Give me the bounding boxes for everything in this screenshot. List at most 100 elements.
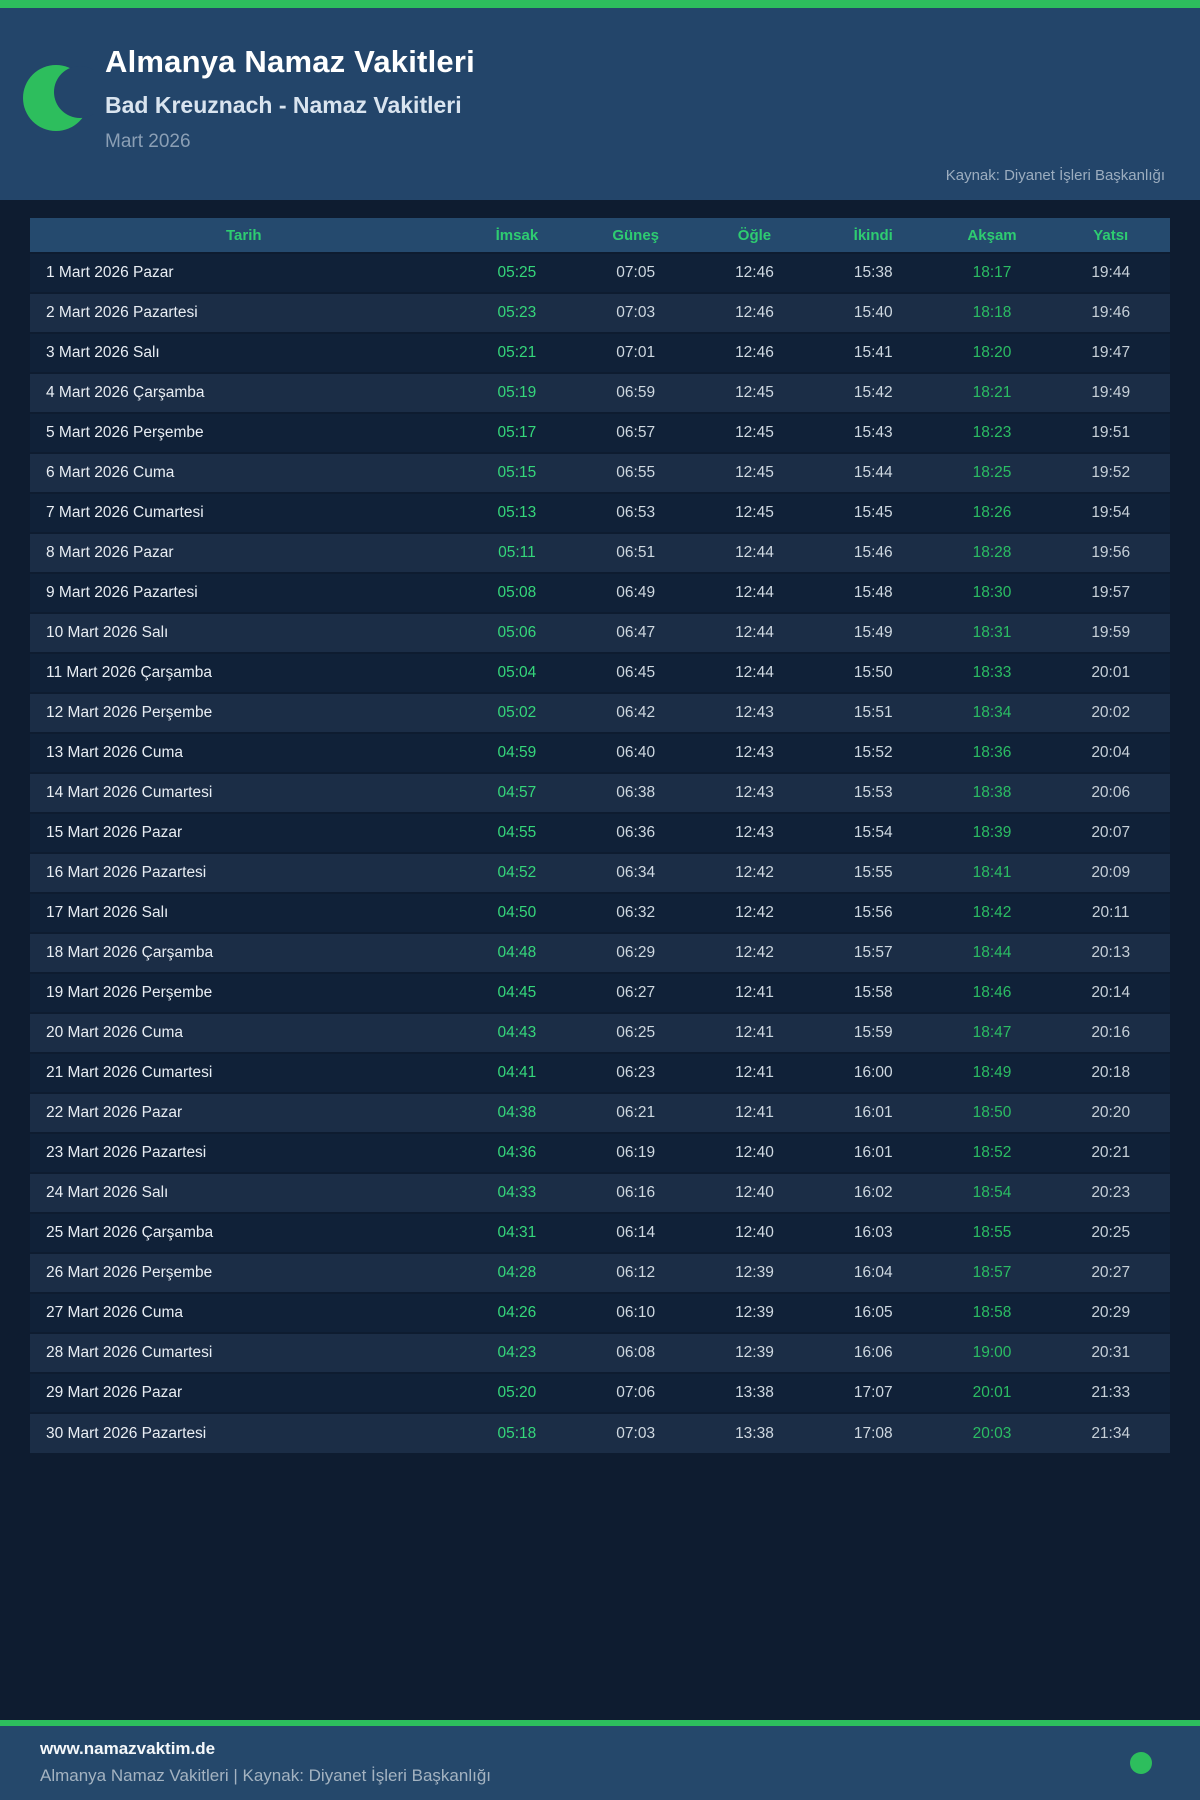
row-gunes-time: 06:16 (616, 1184, 656, 1201)
row-yatsi-time: 19:56 (1091, 544, 1131, 561)
row-date: 21 Mart 2026 Cumartesi (46, 1064, 213, 1081)
row-yatsi-time: 19:47 (1091, 344, 1131, 361)
row-date: 10 Mart 2026 Salı (46, 624, 169, 641)
row-yatsi-time: 20:09 (1091, 864, 1131, 881)
site-url[interactable]: www.namazvaktim.de (40, 1739, 216, 1758)
row-date: 12 Mart 2026 Perşembe (46, 704, 213, 721)
row-gunes-time: 07:03 (616, 304, 656, 321)
column-header-gunes: Güneş (576, 218, 696, 253)
row-date: 23 Mart 2026 Pazartesi (46, 1144, 207, 1161)
header-titles: Almanya Namaz Vakitleri Bad Kreuznach - … (105, 44, 475, 153)
row-ogle-time: 12:43 (735, 824, 774, 841)
table-area: Tarih İmsak Güneş Öğle İkindi Akşam Yats… (0, 200, 1200, 1720)
row-date: 19 Mart 2026 Perşembe (46, 984, 213, 1001)
row-date: 30 Mart 2026 Pazartesi (46, 1424, 207, 1442)
row-aksam-time: 18:49 (972, 1064, 1012, 1081)
row-imsak-time: 04:36 (497, 1144, 537, 1161)
row-ogle-time: 12:46 (735, 344, 774, 361)
row-ogle-time: 12:42 (735, 864, 774, 881)
table-row: 16 Mart 2026 Pazartesi 04:52 06:34 12:42… (30, 853, 1170, 893)
table-row: 8 Mart 2026 Pazar 05:11 06:51 12:44 15:4… (30, 533, 1170, 573)
table-row: 24 Mart 2026 Salı 04:33 06:16 12:40 16:0… (30, 1173, 1170, 1213)
top-accent-bar (0, 0, 1200, 8)
footer-caption: Almanya Namaz Vakitleri | Kaynak: Diyane… (40, 1766, 492, 1785)
row-ogle-time: 12:44 (735, 544, 774, 561)
row-gunes-time: 07:03 (616, 1424, 656, 1442)
row-gunes-time: 06:21 (616, 1104, 656, 1121)
row-yatsi-time: 21:33 (1091, 1384, 1131, 1401)
row-yatsi-time: 20:07 (1091, 824, 1131, 841)
table-row: 7 Mart 2026 Cumartesi 05:13 06:53 12:45 … (30, 493, 1170, 533)
page-footer: www.namazvaktim.de Almanya Namaz Vakitle… (0, 1720, 1200, 1800)
row-ikindi-time: 16:05 (853, 1304, 893, 1321)
row-gunes-time: 06:32 (616, 904, 656, 921)
row-date: 27 Mart 2026 Cuma (46, 1304, 183, 1321)
row-yatsi-time: 20:29 (1091, 1304, 1131, 1321)
row-gunes-time: 06:47 (616, 624, 656, 641)
column-header-yatsi: Yatsı (1051, 218, 1170, 253)
row-aksam-time: 18:21 (972, 384, 1012, 401)
row-ikindi-time: 16:06 (853, 1344, 893, 1361)
row-ikindi-time: 15:53 (853, 784, 893, 801)
row-gunes-time: 07:06 (616, 1384, 656, 1401)
row-ogle-time: 12:42 (735, 904, 774, 921)
row-date: 1 Mart 2026 Pazar (46, 264, 174, 281)
row-ogle-time: 12:45 (735, 424, 774, 441)
row-yatsi-time: 20:06 (1091, 784, 1131, 801)
row-aksam-time: 18:28 (972, 544, 1012, 561)
row-gunes-time: 06:36 (616, 824, 656, 841)
row-aksam-time: 18:44 (972, 944, 1012, 961)
row-date: 15 Mart 2026 Pazar (46, 824, 183, 841)
row-gunes-time: 06:57 (616, 424, 656, 441)
table-row: 25 Mart 2026 Çarşamba 04:31 06:14 12:40 … (30, 1213, 1170, 1253)
row-ikindi-time: 15:49 (853, 624, 893, 641)
row-ogle-time: 12:39 (735, 1344, 774, 1361)
row-aksam-time: 18:17 (972, 264, 1012, 281)
row-gunes-time: 06:29 (616, 944, 656, 961)
row-gunes-time: 06:45 (616, 664, 656, 681)
row-ikindi-time: 15:44 (853, 464, 893, 481)
row-imsak-time: 05:19 (497, 384, 537, 401)
row-date: 7 Mart 2026 Cumartesi (46, 504, 204, 521)
row-ogle-time: 12:42 (735, 944, 774, 961)
row-ikindi-time: 15:55 (853, 864, 893, 881)
row-imsak-time: 04:43 (497, 1024, 537, 1041)
row-aksam-time: 18:20 (972, 344, 1012, 361)
row-aksam-time: 18:47 (972, 1024, 1012, 1041)
row-ogle-time: 13:38 (735, 1424, 774, 1442)
table-row: 3 Mart 2026 Salı 05:21 07:01 12:46 15:41… (30, 333, 1170, 373)
row-yatsi-time: 20:04 (1091, 744, 1131, 761)
row-yatsi-time: 19:57 (1091, 584, 1131, 601)
row-imsak-time: 05:04 (497, 664, 537, 681)
row-ikindi-time: 15:43 (853, 424, 893, 441)
row-date: 17 Mart 2026 Salı (46, 904, 169, 921)
row-ikindi-time: 17:08 (853, 1424, 893, 1442)
row-date: 4 Mart 2026 Çarşamba (46, 384, 205, 401)
row-ogle-time: 12:44 (735, 624, 774, 641)
row-imsak-time: 05:21 (497, 344, 537, 361)
footer-accent-line (0, 1720, 1200, 1726)
crescent-moon-icon (22, 60, 106, 138)
row-yatsi-time: 20:13 (1091, 944, 1131, 961)
row-ikindi-time: 16:00 (853, 1064, 893, 1081)
row-gunes-time: 06:23 (616, 1064, 656, 1081)
row-ikindi-time: 16:03 (853, 1224, 893, 1241)
table-row: 18 Mart 2026 Çarşamba 04:48 06:29 12:42 … (30, 933, 1170, 973)
row-ogle-time: 12:41 (735, 1024, 774, 1041)
row-imsak-time: 05:08 (497, 584, 537, 601)
row-date: 26 Mart 2026 Perşembe (46, 1264, 213, 1281)
row-yatsi-time: 19:44 (1091, 264, 1131, 281)
row-ogle-time: 12:43 (735, 704, 774, 721)
row-ikindi-time: 17:07 (853, 1384, 893, 1401)
page-subtitle: Bad Kreuznach - Namaz Vakitleri (105, 92, 462, 118)
row-date: 6 Mart 2026 Cuma (46, 464, 175, 481)
row-aksam-time: 18:18 (972, 304, 1012, 321)
table-row: 28 Mart 2026 Cumartesi 04:23 06:08 12:39… (30, 1333, 1170, 1373)
row-imsak-time: 04:59 (497, 744, 537, 761)
footer-body: www.namazvaktim.de Almanya Namaz Vakitle… (0, 1726, 1200, 1800)
row-date: 20 Mart 2026 Cuma (46, 1024, 183, 1041)
row-gunes-time: 06:40 (616, 744, 656, 761)
row-yatsi-time: 20:31 (1091, 1344, 1131, 1361)
row-ogle-time: 12:39 (735, 1304, 774, 1321)
row-yatsi-time: 20:27 (1091, 1264, 1131, 1281)
